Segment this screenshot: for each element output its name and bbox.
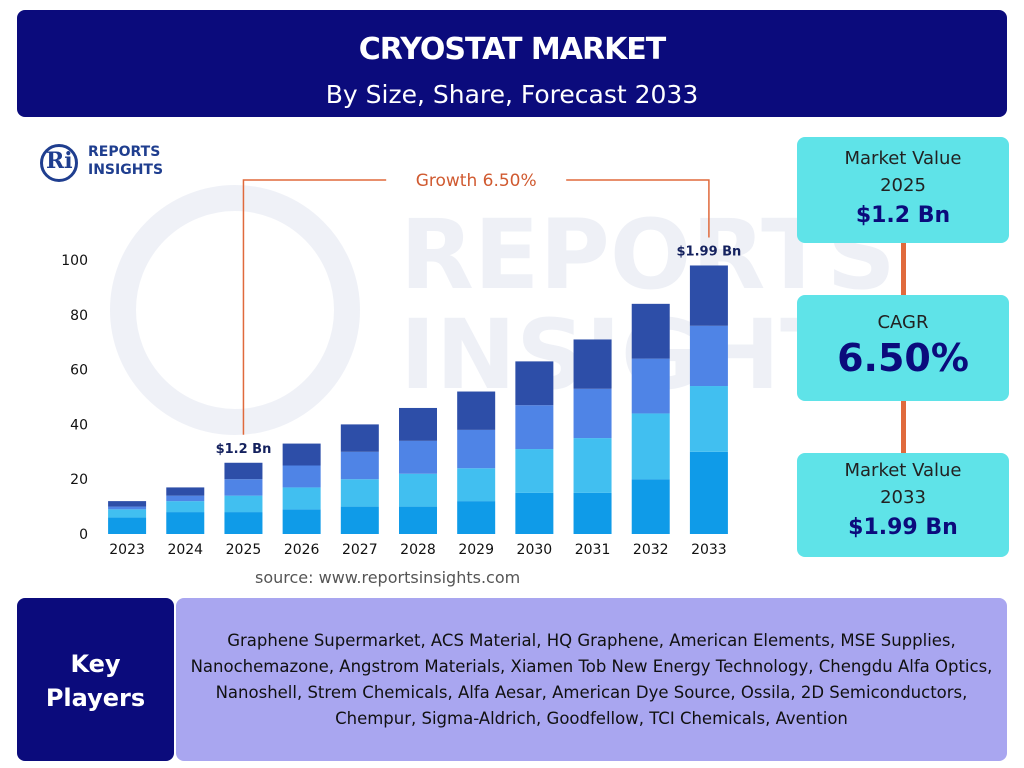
bar-segment — [515, 449, 554, 493]
x-tick-label: 2026 — [284, 542, 320, 558]
x-tick-label: 2031 — [575, 542, 611, 558]
x-tick-label: 2030 — [517, 542, 553, 558]
bar-segment — [573, 438, 612, 493]
bar-segment — [399, 473, 437, 507]
bar-segment — [573, 388, 612, 439]
bar-segment — [631, 303, 670, 359]
logo-line2: INSIGHTS — [88, 162, 164, 178]
company-logo: Ri REPORTS INSIGHTS — [40, 140, 180, 185]
data-label: $1.99 Bn — [677, 244, 742, 259]
y-tick-label: 40 — [70, 417, 88, 433]
bar-segment — [573, 339, 612, 389]
bar-segment — [166, 512, 205, 534]
key-players-title2: Players — [45, 684, 146, 712]
bar-segment — [399, 440, 437, 474]
key-players-list: Graphene Supermarket, ACS Material, HQ G… — [190, 631, 993, 728]
bar-segment — [515, 492, 554, 534]
card-year: 2025 — [880, 175, 926, 196]
y-tick-label: 80 — [70, 308, 88, 324]
x-tick-label: 2032 — [633, 542, 669, 558]
data-label: $1.2 Bn — [216, 442, 272, 457]
header-banner: CRYOSTAT MARKET By Size, Share, Forecast… — [17, 10, 1007, 117]
card-year: 2033 — [880, 487, 926, 508]
connector-line — [901, 401, 906, 453]
bar-segment — [573, 492, 612, 534]
bar-segment — [457, 391, 496, 430]
card-value: 6.50% — [837, 336, 969, 380]
bar-segment — [108, 501, 147, 507]
key-players-title1: Key — [70, 650, 121, 678]
bar-segment — [224, 495, 263, 513]
bar-segment — [631, 479, 670, 534]
bar-segment — [689, 451, 728, 534]
bar-segment — [689, 325, 728, 387]
x-tick-label: 2023 — [109, 542, 145, 558]
bar-segment — [166, 495, 205, 502]
bar-segment — [515, 361, 554, 406]
y-tick-label: 20 — [70, 472, 88, 488]
market-value-2033-card: Market Value 2033 $1.99 Bn — [797, 453, 1009, 557]
bar-segment — [224, 479, 263, 496]
cagr-card: CAGR 6.50% — [797, 295, 1009, 401]
page-title: CRYOSTAT MARKET — [358, 32, 667, 67]
card-value: $1.99 Bn — [848, 515, 958, 540]
bar-segment — [631, 358, 670, 414]
x-tick-label: 2033 — [691, 542, 727, 558]
card-value: $1.2 Bn — [855, 203, 951, 228]
x-tick-label: 2029 — [458, 542, 494, 558]
bar-segment — [166, 487, 205, 496]
bar-segment — [282, 487, 321, 510]
x-tick-label: 2024 — [167, 542, 203, 558]
card-label: Market Value — [844, 460, 962, 481]
bar-chart: 0 20 40 60 80 100 2023 2024 2025 2026 2027 2028 2029… — [61, 171, 742, 558]
page-subtitle: By Size, Share, Forecast 2033 — [325, 80, 699, 109]
x-tick-label: 2025 — [226, 542, 262, 558]
bar-segment — [108, 506, 147, 510]
bar-segment — [399, 506, 437, 534]
bar-segment — [457, 429, 496, 469]
market-value-2025-card: Market Value 2025 $1.2 Bn — [797, 137, 1009, 243]
bar-segment — [282, 509, 321, 534]
key-players-panel: Graphene Supermarket, ACS Material, HQ G… — [176, 598, 1007, 761]
logo-ring-icon — [40, 144, 78, 182]
bar-segment — [108, 517, 147, 534]
key-players-heading: Key Players — [17, 598, 174, 761]
bar-segment — [224, 462, 263, 480]
bar-segment — [457, 501, 496, 534]
bar-segment — [689, 265, 728, 326]
bar-segment — [515, 405, 554, 450]
y-tick-label: 100 — [61, 253, 88, 269]
bar-segment — [631, 413, 670, 480]
bar-segment — [340, 424, 379, 452]
bar-segment — [282, 465, 321, 488]
bar-segment — [340, 506, 379, 534]
bar-segment — [340, 451, 379, 480]
bar-segment — [340, 479, 379, 507]
bar-segment — [282, 443, 321, 466]
x-tick-label: 2028 — [400, 542, 436, 558]
logo-line1: REPORTS — [88, 144, 161, 160]
connector-line — [901, 243, 906, 295]
bar-segment — [166, 501, 205, 513]
source-note: source: www.reportsinsights.com — [255, 568, 521, 587]
x-tick-label: 2027 — [342, 542, 378, 558]
card-label: Market Value — [844, 148, 962, 169]
bar-segment — [689, 386, 728, 452]
bar-segment — [224, 512, 263, 534]
growth-connector-right — [566, 179, 710, 238]
logo-mark: Ri — [46, 148, 73, 174]
y-tick-label: 0 — [79, 527, 88, 543]
growth-connector-left — [242, 179, 387, 435]
bar-segment — [457, 468, 496, 502]
bar-segment — [108, 509, 147, 518]
y-tick-label: 60 — [70, 363, 88, 379]
growth-label: Growth 6.50% — [416, 171, 537, 191]
bar-segment — [399, 407, 437, 441]
card-label: CAGR — [877, 312, 929, 333]
